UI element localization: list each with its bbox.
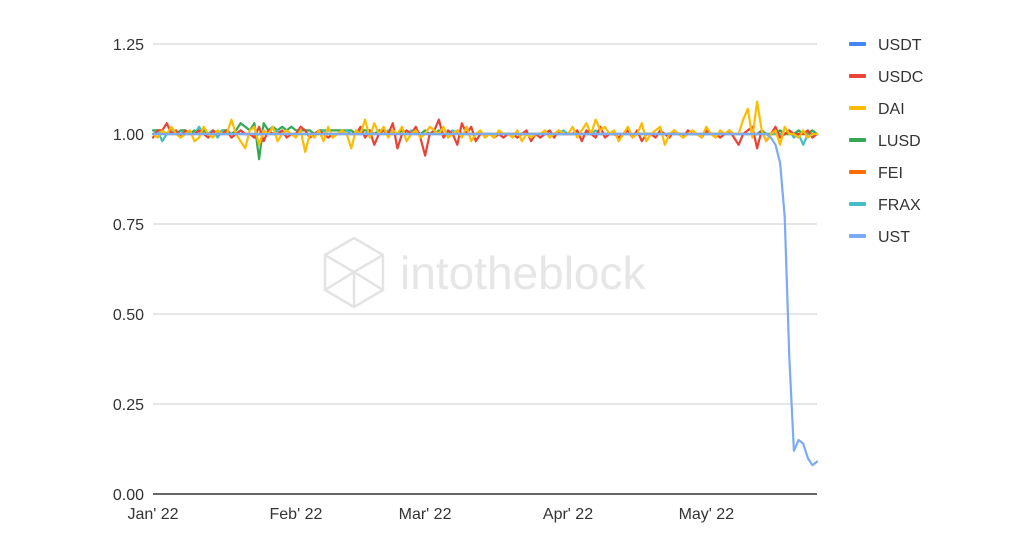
legend-label-usdt: USDT xyxy=(878,37,922,54)
y-tick-label: 0.75 xyxy=(113,217,144,234)
legend: USDT USDC DAI LUSD FEI FRAX UST xyxy=(849,37,923,246)
legend-swatch-fei xyxy=(849,170,866,174)
x-tick-label: Apr' 22 xyxy=(543,506,593,523)
series-line-dai xyxy=(151,100,819,154)
legend-swatch-frax xyxy=(849,202,866,206)
intotheblock-logo-icon xyxy=(323,236,385,309)
x-tick-label: May' 22 xyxy=(679,506,735,523)
y-tick-label: 0.00 xyxy=(113,487,144,504)
y-tick-label: 1.25 xyxy=(113,37,144,54)
intotheblock-watermark: intotheblock xyxy=(323,236,646,309)
legend-swatch-ust xyxy=(849,234,866,238)
watermark-text: intotheblock xyxy=(400,247,646,299)
legend-label-usdc: USDC xyxy=(878,69,923,86)
series-line-ust xyxy=(151,132,819,467)
legend-label-dai: DAI xyxy=(878,101,905,118)
legend-swatch-usdc xyxy=(849,74,866,78)
legend-label-ust: UST xyxy=(878,229,910,246)
gridlines xyxy=(153,43,817,405)
y-axis-ticks: 0.00 0.25 0.50 0.75 1.00 1.25 xyxy=(113,37,144,504)
y-tick-label: 1.00 xyxy=(113,127,144,144)
legend-label-frax: FRAX xyxy=(878,197,921,214)
x-axis-ticks: Jan' 22 Feb' 22 Mar' 22 Apr' 22 May' 22 xyxy=(127,506,734,523)
x-tick-label: Jan' 22 xyxy=(127,506,178,523)
y-tick-label: 0.25 xyxy=(113,397,144,414)
x-tick-label: Feb' 22 xyxy=(270,506,323,523)
legend-label-lusd: LUSD xyxy=(878,133,921,150)
y-tick-label: 0.50 xyxy=(113,307,144,324)
legend-swatch-dai xyxy=(849,106,866,110)
x-tick-label: Mar' 22 xyxy=(399,506,452,523)
series-lines xyxy=(151,100,819,467)
legend-swatch-lusd xyxy=(849,138,866,142)
legend-swatch-usdt xyxy=(849,42,866,46)
legend-label-fei: FEI xyxy=(878,165,903,182)
